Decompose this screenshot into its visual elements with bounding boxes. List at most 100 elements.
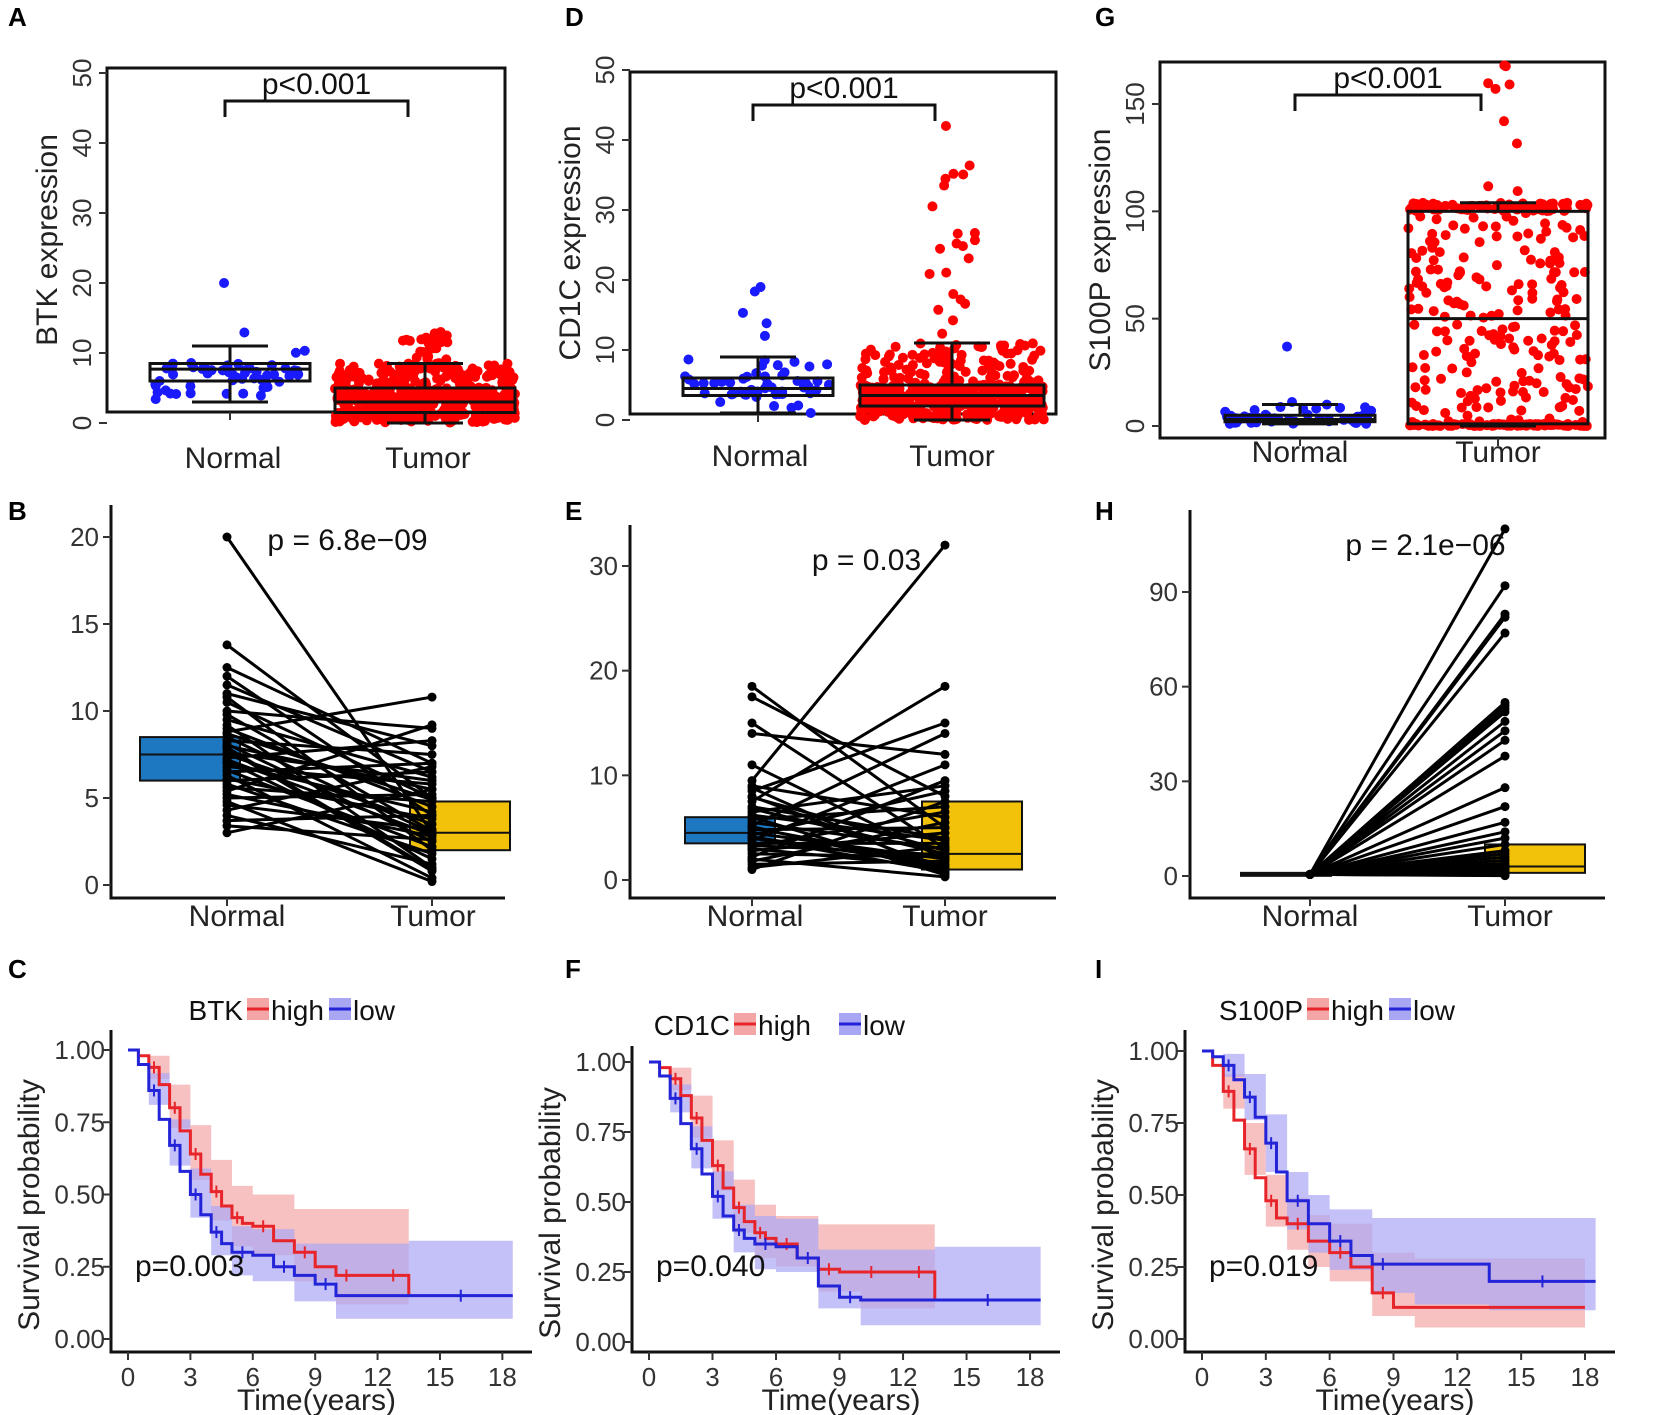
data-point-tumor <box>371 378 382 389</box>
panel-h-axes <box>1188 510 1605 900</box>
data-point-tumor <box>1439 282 1450 293</box>
y-tick-label: 10 <box>590 336 620 365</box>
y-tick-label: 30 <box>590 196 620 225</box>
data-point-tumor <box>1554 355 1565 366</box>
paired-point-normal <box>222 729 232 739</box>
paired-point-normal <box>222 640 232 650</box>
data-point-tumor <box>919 369 930 380</box>
data-point-tumor <box>1419 375 1430 386</box>
p-value-label: p = 6.8e−09 <box>267 524 427 557</box>
panel-e-axes <box>628 525 1056 900</box>
data-point-tumor <box>1491 376 1502 387</box>
x-tick-label-tumor: Tumor <box>1467 900 1553 933</box>
p-value-label: p<0.001 <box>262 68 371 101</box>
data-point-tumor <box>1410 266 1421 277</box>
data-point-normal <box>299 345 310 356</box>
y-tick-label: 0 <box>590 413 620 427</box>
y-tick-label: 0.50 <box>575 1187 626 1217</box>
data-point-tumor <box>935 243 946 254</box>
data-point-tumor <box>1029 350 1040 361</box>
paired-line <box>751 695 946 798</box>
y-tick-label: 0.50 <box>54 1180 105 1210</box>
data-point-normal <box>255 390 266 401</box>
data-point-tumor <box>1527 279 1538 290</box>
data-point-tumor <box>1540 218 1551 229</box>
x-tick-label: 9 <box>1386 1362 1400 1392</box>
paired-point-tumor <box>1500 839 1510 849</box>
data-point-tumor <box>1428 255 1439 266</box>
paired-line <box>226 774 433 880</box>
y-tick-label: 1.00 <box>1128 1036 1179 1066</box>
x-tick-label: 15 <box>1507 1362 1536 1392</box>
y-tick-label: 5 <box>85 783 99 813</box>
x-tick-label: 3 <box>183 1362 197 1392</box>
data-point-tumor <box>375 411 386 422</box>
data-point-tumor <box>1459 223 1470 234</box>
data-point-tumor <box>1443 295 1454 306</box>
x-axis-title: Time(years) <box>1316 1384 1475 1415</box>
survival-curve-high <box>649 1060 937 1300</box>
data-point-tumor <box>977 365 988 376</box>
data-point-tumor <box>1431 346 1442 357</box>
paired-line <box>226 800 433 883</box>
data-point-tumor <box>1549 325 1560 336</box>
data-point-tumor <box>434 374 445 385</box>
data-point-tumor <box>985 408 996 419</box>
paired-point-tumor <box>427 750 437 759</box>
data-point-tumor <box>860 348 871 359</box>
paired-point-tumor <box>1500 726 1510 736</box>
p-value-label: p<0.001 <box>789 72 898 105</box>
data-point-tumor <box>1569 267 1580 278</box>
data-point-tumor <box>1533 350 1544 361</box>
data-point-tumor <box>1490 221 1501 232</box>
panel-label-h: H <box>1095 496 1114 526</box>
x-tick-label: 0 <box>1195 1362 1209 1392</box>
data-point-tumor <box>1504 333 1515 344</box>
data-point-tumor <box>1536 333 1547 344</box>
paired-point-normal <box>222 671 232 681</box>
legend-title: CD1C <box>654 1010 730 1041</box>
data-point-tumor <box>1472 385 1483 396</box>
paired-line <box>1308 528 1507 876</box>
paired-point-normal <box>747 681 757 691</box>
data-point-tumor <box>928 388 939 399</box>
paired-line <box>226 732 433 802</box>
paired-point-tumor <box>427 849 437 859</box>
data-point-tumor <box>425 335 436 346</box>
data-point-tumor <box>1483 181 1494 192</box>
data-point-tumor <box>1554 258 1565 269</box>
data-point-tumor <box>984 357 995 368</box>
data-point-tumor <box>1518 376 1529 387</box>
paired-point-normal <box>222 743 232 753</box>
paired-line <box>751 825 946 873</box>
data-point-normal <box>238 388 249 399</box>
data-point-tumor <box>940 346 951 357</box>
paired-point-tumor <box>1500 817 1510 827</box>
data-point-tumor <box>994 411 1005 422</box>
data-point-tumor <box>1421 287 1432 298</box>
data-point-tumor <box>1418 350 1429 361</box>
data-point-tumor <box>1411 253 1422 264</box>
data-point-tumor <box>1512 231 1523 242</box>
data-point-tumor <box>1462 410 1473 421</box>
data-point-normal <box>239 327 250 338</box>
data-point-tumor <box>941 367 952 378</box>
paired-point-tumor <box>1500 628 1510 638</box>
paired-point-tumor <box>940 540 950 550</box>
panel-label-a: A <box>8 2 27 32</box>
x-tick-label-tumor: Tumor <box>390 900 476 933</box>
confidence-band-high <box>649 1062 935 1309</box>
data-point-tumor <box>1425 200 1436 211</box>
paired-line <box>226 765 433 812</box>
data-point-tumor <box>1519 245 1530 256</box>
x-tick-label-normal: Normal <box>712 440 809 473</box>
data-point-tumor <box>1002 370 1013 381</box>
data-point-normal <box>683 354 694 365</box>
data-point-tumor <box>1461 367 1472 378</box>
data-point-tumor <box>1545 202 1556 213</box>
data-point-tumor <box>938 355 949 366</box>
x-tick-label: 6 <box>246 1362 260 1392</box>
paired-line <box>226 813 433 866</box>
data-point-tumor <box>1568 232 1579 243</box>
